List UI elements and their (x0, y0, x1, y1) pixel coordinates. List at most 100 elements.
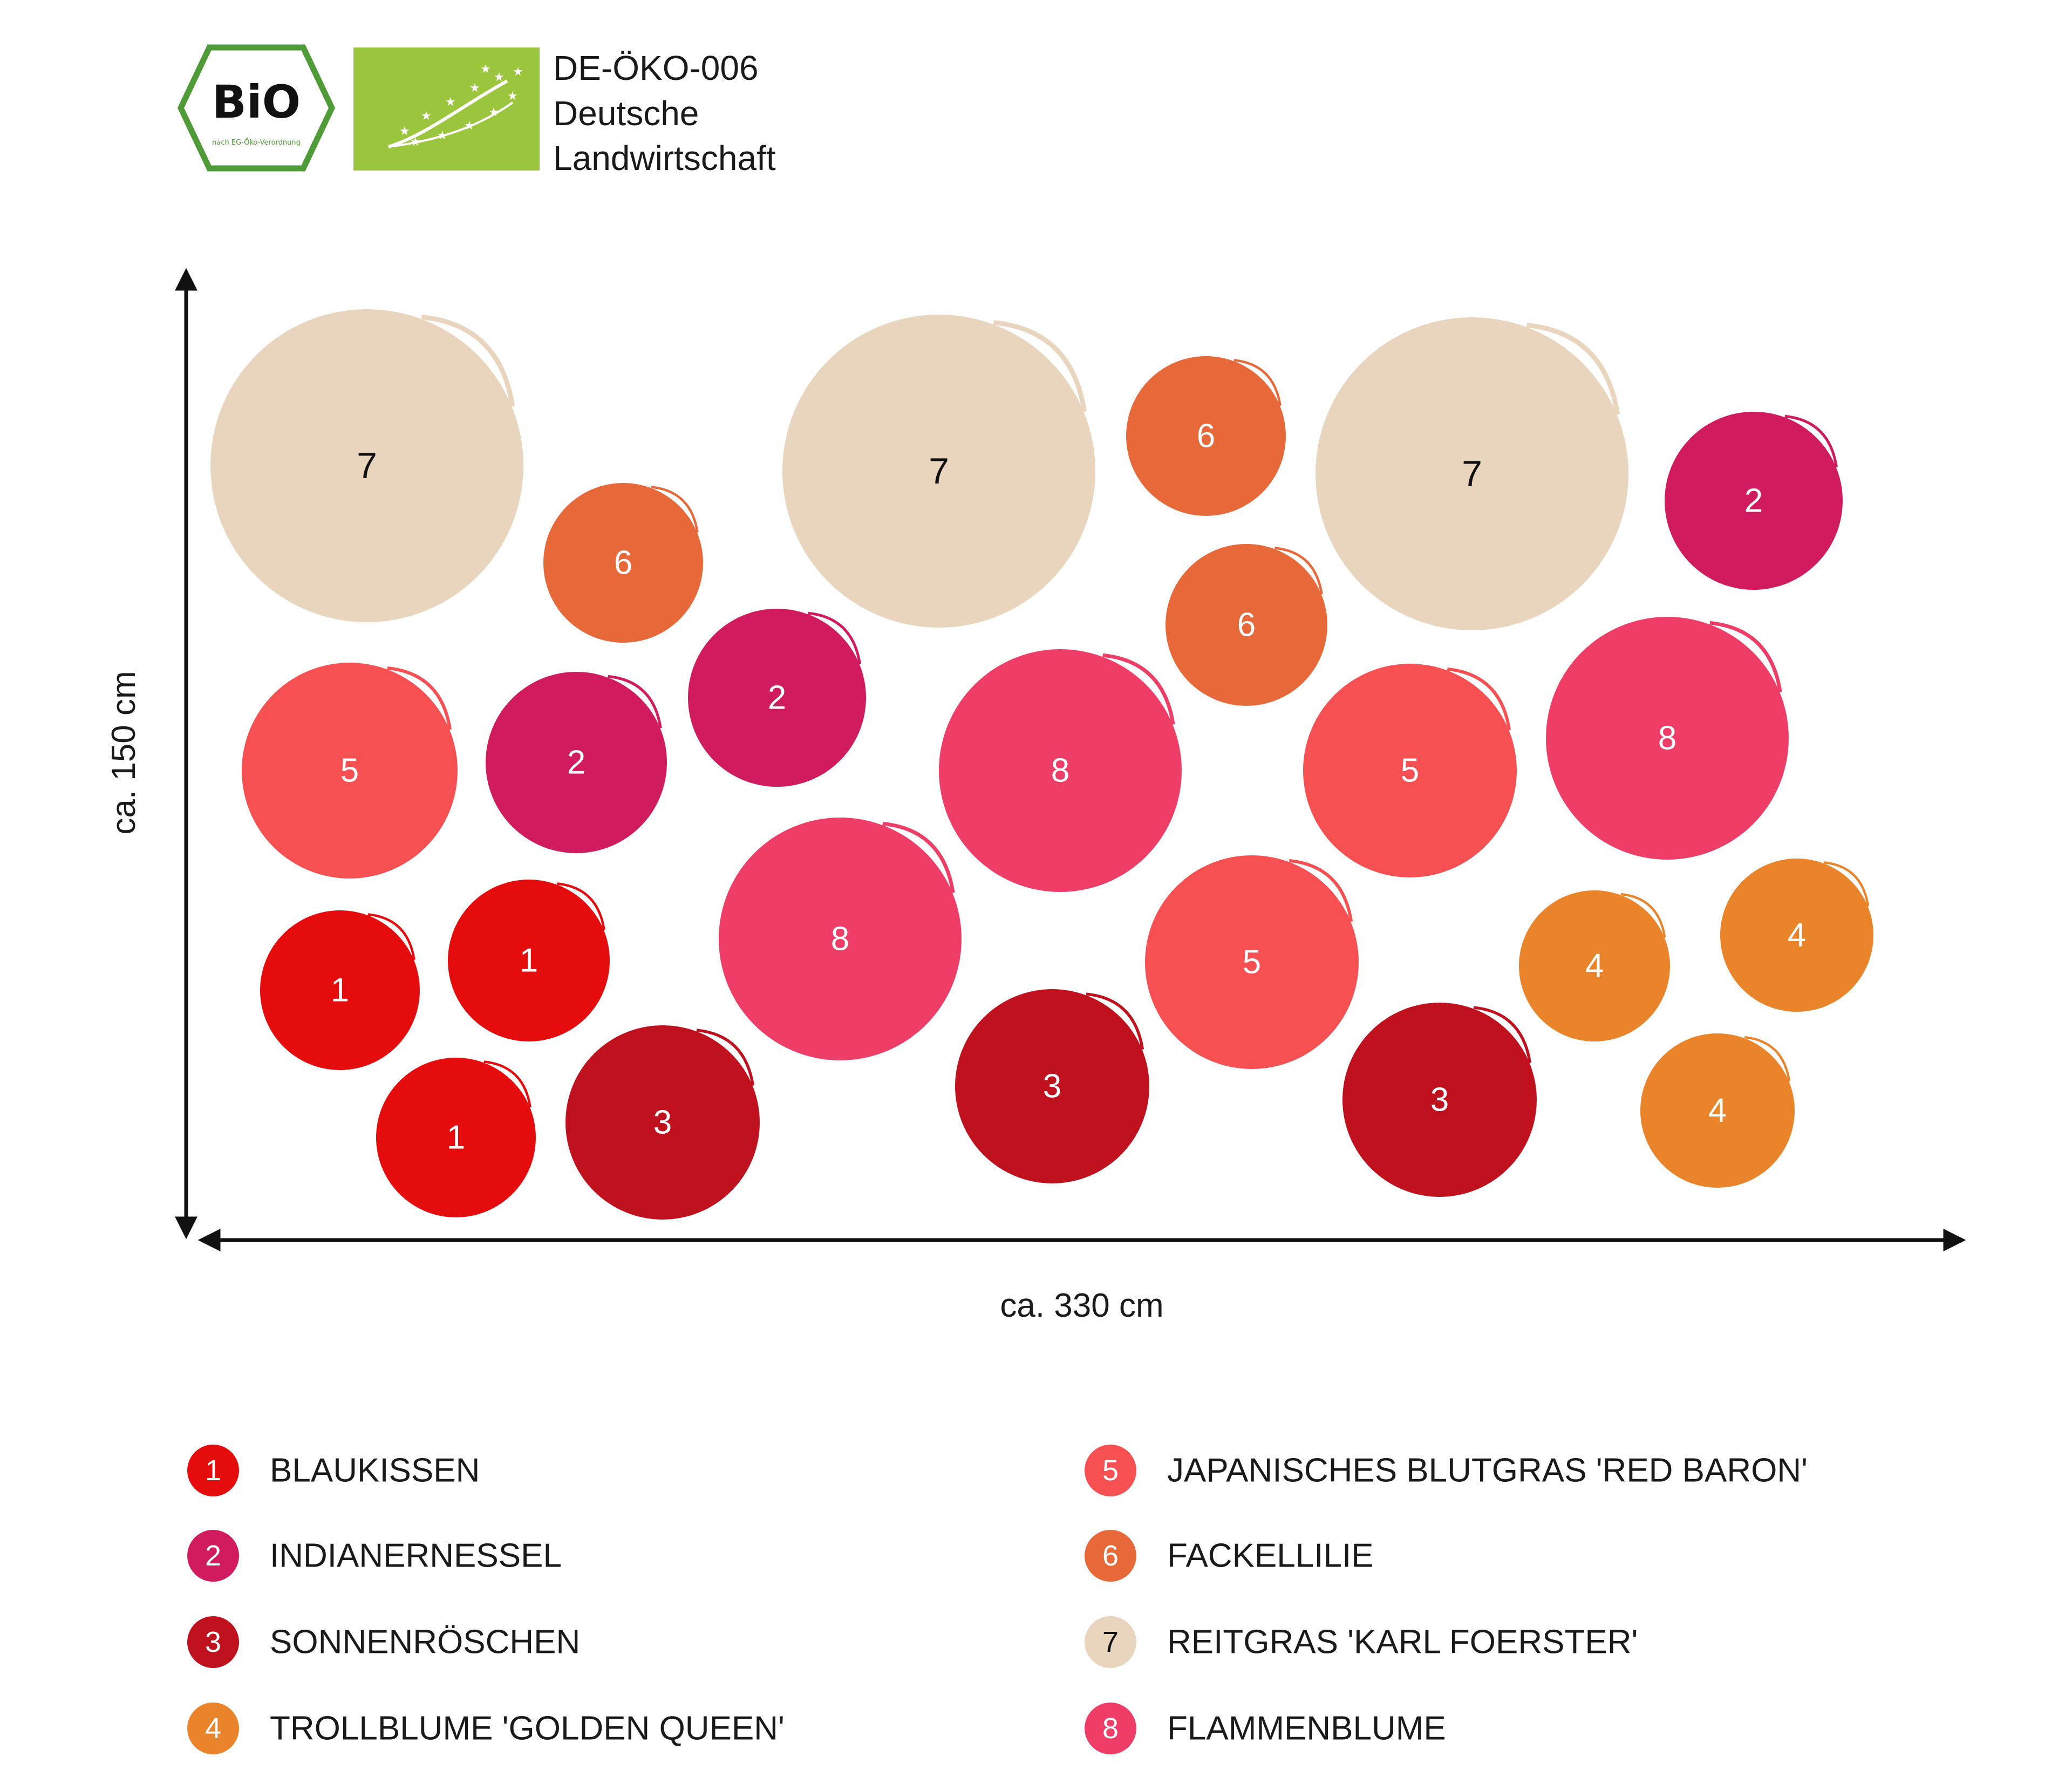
certification-origin-line2: Landwirtschaft (553, 139, 776, 178)
brush-stroke (557, 882, 605, 930)
svg-text:★: ★ (437, 129, 448, 142)
plant-circle-3: 3 (1342, 1003, 1537, 1197)
plant-circle-4: 4 (1720, 859, 1873, 1012)
plant-number-label: 7 (1462, 453, 1482, 494)
legend-item: 7 REITGRAS 'KARL FOERSTER' (1085, 1616, 1638, 1668)
plant-circle-shape (688, 609, 866, 787)
plant-circle-4: 4 (1640, 1033, 1795, 1188)
plant-legend: 1 BLAUKISSEN 2 INDIANERNESSEL 3 SONNENRÖSCHEN… (187, 1445, 1808, 1754)
height-dimension-label: ca. 150 cm (105, 671, 142, 834)
plant-circle-shape (260, 910, 420, 1070)
legend-swatch (1085, 1445, 1136, 1496)
legend-number: 6 (1102, 1540, 1119, 1572)
brush-stroke (608, 675, 662, 728)
plant-number-label: 8 (831, 921, 849, 958)
plant-circle-8: 8 (719, 818, 962, 1060)
legend-item: 5 JAPANISCHES BLUTGRAS 'RED BARON' (1085, 1445, 1808, 1496)
certification-origin-line1: Deutsche (553, 94, 699, 133)
plant-number-label: 7 (357, 445, 377, 486)
plant-circle-shape (1303, 664, 1517, 877)
plant-circle-5: 5 (242, 663, 458, 879)
plant-circle-8: 8 (939, 649, 1182, 892)
plant-circle-5: 5 (1303, 664, 1517, 877)
plant-circle-2: 2 (688, 609, 866, 787)
brush-stroke (1709, 621, 1782, 693)
plant-number-label: 1 (447, 1119, 465, 1156)
plant-circle-shape (1145, 855, 1359, 1069)
svg-text:★: ★ (410, 135, 421, 149)
legend-item: 2 INDIANERNESSEL (187, 1530, 562, 1582)
svg-text:★: ★ (464, 119, 475, 133)
bio-seal-icon: BiO nach EG-Öko-Verordnung (177, 44, 336, 172)
brush-stroke (387, 666, 452, 730)
legend-swatch (187, 1616, 239, 1668)
plant-number-label: 3 (653, 1104, 672, 1141)
legend-number: 8 (1102, 1712, 1119, 1745)
brush-stroke (1233, 359, 1282, 406)
plant-number-label: 3 (1430, 1081, 1449, 1119)
brush-stroke (696, 1029, 755, 1086)
plant-circle-shape (782, 315, 1095, 628)
plant-circle-1: 1 (376, 1058, 536, 1217)
brush-stroke (651, 486, 699, 533)
legend-swatch (1085, 1703, 1136, 1754)
plant-circle-shape (719, 818, 962, 1060)
legend-swatch (1085, 1616, 1136, 1668)
plant-circle-8: 8 (1546, 617, 1789, 860)
plant-circle-shape (939, 649, 1182, 892)
plant-circle-6: 6 (543, 483, 703, 643)
plant-number-label: 8 (1051, 752, 1069, 789)
legend-item: 1 BLAUKISSEN (187, 1445, 480, 1496)
brush-stroke (1473, 1006, 1532, 1064)
legend-item: 4 TROLLBLUME 'GOLDEN QUEEN' (187, 1703, 785, 1754)
brush-stroke (993, 320, 1087, 412)
legend-swatch (187, 1703, 239, 1754)
plant-number-label: 6 (1197, 418, 1215, 455)
plant-number-label: 5 (340, 752, 359, 789)
plant-circle-shape (565, 1025, 760, 1220)
legend-number: 1 (205, 1454, 221, 1487)
bio-seal-text: BiO (212, 76, 301, 128)
brush-stroke (882, 821, 955, 894)
legend-label: FLAMMENBLUME (1167, 1710, 1446, 1747)
svg-text:★: ★ (507, 90, 518, 103)
plant-number-label: 4 (1585, 948, 1604, 985)
brush-stroke (1289, 859, 1353, 922)
plant-number-label: 5 (1243, 944, 1261, 981)
plant-circle-shape (242, 663, 458, 879)
brush-stroke (1526, 323, 1620, 415)
legend-swatch (1085, 1530, 1136, 1582)
plant-circle-3: 3 (955, 989, 1149, 1183)
legend-label: BLAUKISSEN (270, 1452, 480, 1489)
svg-text:★: ★ (494, 71, 505, 84)
plant-number-label: 1 (520, 942, 538, 979)
legend-number: 4 (205, 1712, 221, 1745)
svg-text:★: ★ (399, 125, 410, 138)
legend-label: JAPANISCHES BLUTGRAS 'RED BARON' (1167, 1452, 1808, 1489)
brush-stroke (1620, 893, 1666, 938)
plant-circle-6: 6 (1126, 356, 1286, 516)
plant-number-label: 2 (768, 679, 786, 717)
legend-item: 8 FLAMMENBLUME (1085, 1703, 1446, 1754)
brush-stroke (1744, 1036, 1791, 1081)
plant-circle-3: 3 (565, 1025, 760, 1220)
legend-label: FACKELLILIE (1167, 1537, 1374, 1575)
brush-stroke (1447, 667, 1511, 731)
plant-number-label: 3 (1043, 1068, 1061, 1105)
svg-text:★: ★ (421, 110, 432, 123)
legend-number: 7 (1102, 1626, 1119, 1658)
plant-circle-7: 7 (210, 309, 523, 622)
plant-circle-shape (1342, 1003, 1537, 1197)
plant-circle-shape (1316, 317, 1628, 630)
brush-stroke (1784, 414, 1838, 467)
plant-circle-2: 2 (486, 672, 667, 853)
plant-number-label: 5 (1401, 752, 1419, 789)
bio-seal-subtext: nach EG-Öko-Verordnung (212, 138, 301, 147)
svg-text:★: ★ (513, 65, 523, 79)
plant-circle-5: 5 (1145, 855, 1359, 1069)
plant-number-label: 2 (1744, 482, 1763, 520)
legend-number: 2 (205, 1540, 221, 1572)
plant-circle-shape (448, 880, 610, 1041)
